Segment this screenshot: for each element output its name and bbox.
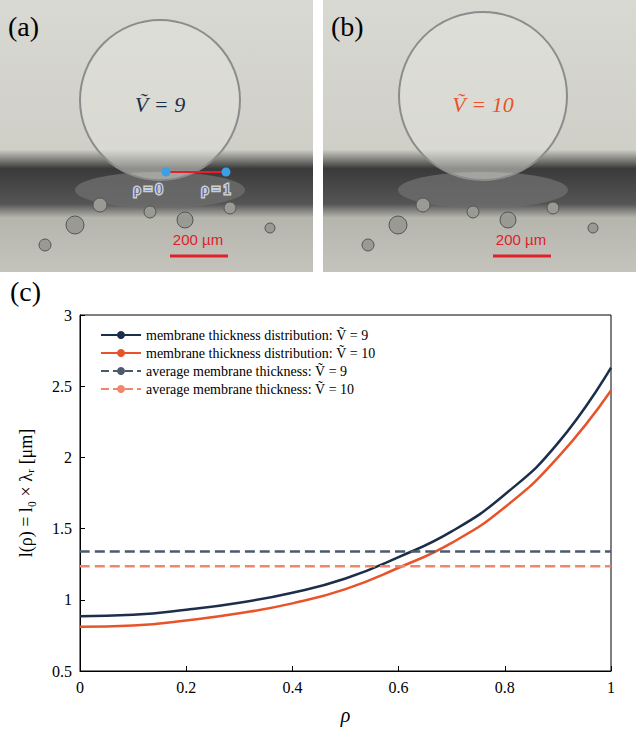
svg-text:0.2: 0.2 [176,679,196,696]
svg-text:2.5: 2.5 [52,378,72,395]
svg-text:3: 3 [64,307,72,324]
svg-text:2: 2 [64,449,72,466]
svg-text:membrane thickness distributio: membrane thickness distribution: Ṽ = 10 [146,345,375,361]
svg-text:l(ρ) = l₀ × λᵣ [μm]: l(ρ) = l₀ × λᵣ [μm] [16,429,37,558]
svg-text:Ṽ = 9: Ṽ = 9 [135,92,185,117]
svg-text:membrane thickness distributio: membrane thickness distribution: Ṽ = 9 [146,327,368,343]
svg-text:1: 1 [607,679,615,696]
svg-text:Ṽ = 10: Ṽ = 10 [452,92,513,117]
svg-text:0: 0 [76,679,84,696]
svg-text:average membrane thickness: Ṽ: average membrane thickness: Ṽ = 9 [146,363,347,379]
svg-text:ρ = 0: ρ = 0 [134,182,163,197]
svg-text:ρ: ρ [340,704,351,727]
svg-text:0.4: 0.4 [282,679,302,696]
svg-text:200 µm: 200 µm [173,231,223,248]
svg-text:0.5: 0.5 [52,663,72,680]
svg-text:(c): (c) [10,276,41,307]
svg-text:0.8: 0.8 [495,679,515,696]
svg-text:1: 1 [64,591,72,608]
svg-text:0.6: 0.6 [389,679,409,696]
svg-text:average membrane thickness: Ṽ: average membrane thickness: Ṽ = 10 [146,381,354,397]
svg-text:(b): (b) [331,11,364,42]
svg-text:(a): (a) [8,11,39,42]
svg-text:1.5: 1.5 [52,520,72,537]
svg-text:200 µm: 200 µm [496,231,546,248]
svg-text:ρ = 1: ρ = 1 [202,182,231,197]
